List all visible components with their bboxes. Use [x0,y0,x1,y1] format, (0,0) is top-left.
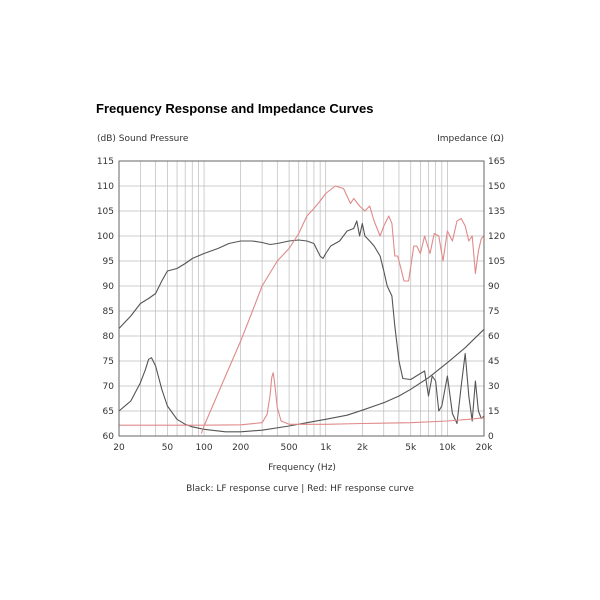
hf-impedance-curve [119,372,485,426]
x-tick-label: 10k [439,443,456,453]
y-left-tick-label: 75 [103,357,114,367]
y-left-tick-label: 90 [103,282,115,292]
chart-grid [118,160,485,437]
lf-sound-pressure-curve [118,220,485,425]
x-tick-label: 20k [476,443,493,453]
x-axis-title: Frequency (Hz) [268,463,336,473]
y-right-tick-label: 150 [488,182,505,192]
x-tick-label: 2k [357,443,369,453]
y-left-tick-label: 65 [103,407,114,417]
y-right-tick-label: 75 [488,307,499,317]
y-right-tick-label: 0 [488,432,494,442]
x-tick-label: 50 [162,443,174,453]
x-tick-label: 20 [113,443,125,453]
y-right-tick-label: 105 [488,257,505,267]
y-right-tick-label: 60 [488,332,500,342]
y-right-tick-label: 165 [488,157,505,167]
x-tick-label: 1k [320,443,332,453]
chart-title: Frequency Response and Impedance Curves [96,101,374,116]
y-right-tick-label: 15 [488,407,499,417]
y-right-axis-title: Impedance (Ω) [437,134,504,144]
plot-frame [118,160,485,437]
x-tick-label: 500 [280,443,297,453]
y-right-tick-label: 30 [488,382,500,392]
y-left-tick-label: 105 [97,207,114,217]
y-left-tick-label: 115 [97,157,114,167]
x-tick-label: 5k [405,443,417,453]
chart-labels: 60 65 70 75 80 85 90 95 100 105 110 115 0 15 30 45 60 75 9… [97,157,506,453]
y-left-axis-title: (dB) Sound Pressure [97,134,189,144]
x-tick-label: 100 [195,443,212,453]
y-left-tick-label: 60 [103,432,115,442]
lf-impedance-curve [118,328,485,433]
hf-sound-pressure-curve [200,185,485,434]
y-right-tick-label: 135 [488,207,505,217]
y-left-tick-label: 110 [97,182,114,192]
y-left-tick-label: 100 [97,232,114,242]
y-right-tick-label: 120 [488,232,505,242]
y-left-tick-label: 95 [103,257,114,267]
y-left-tick-label: 70 [103,382,115,392]
x-tick-label: 200 [232,443,249,453]
y-right-tick-label: 45 [488,357,499,367]
chart-caption: Black: LF response curve | Red: HF respo… [186,484,414,494]
y-left-tick-label: 80 [103,332,115,342]
y-right-tick-label: 90 [488,282,500,292]
y-left-tick-label: 85 [103,307,114,317]
chart-curves [118,185,485,434]
